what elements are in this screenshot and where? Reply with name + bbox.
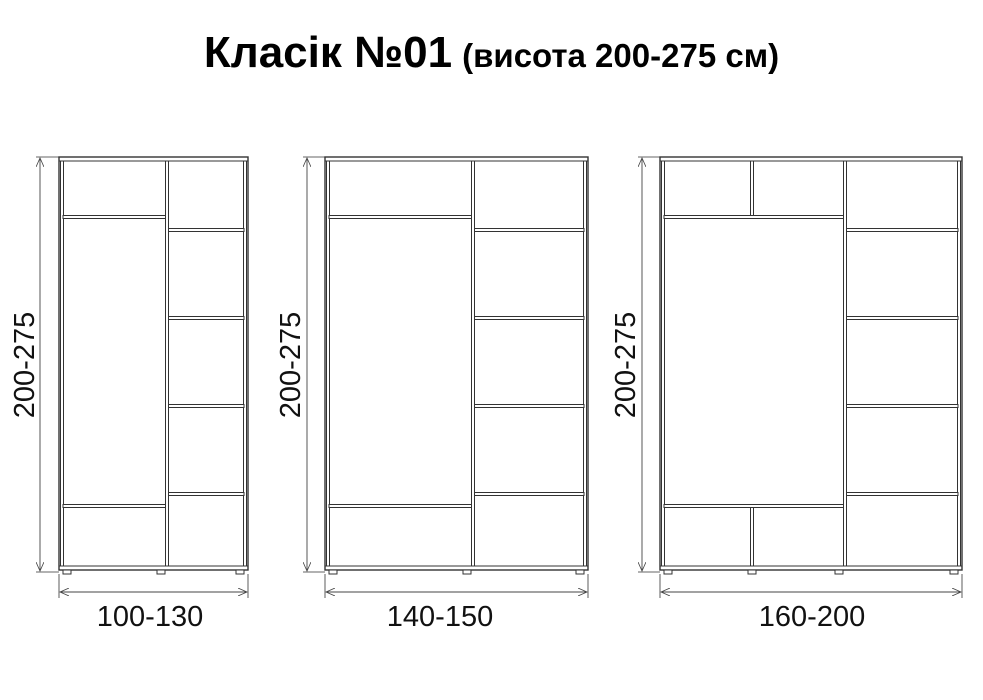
wardrobe-1-right-shelf [168,316,245,320]
wardrobe-3-bottom-subdivider [750,507,754,567]
wardrobe-1-right-shelf [168,228,245,232]
wardrobe-1-divider [165,160,169,567]
wardrobe-1-foot [235,569,245,575]
wardrobe-2-left-shelf [328,504,472,508]
width-label-2: 140-150 [387,601,493,633]
wardrobe-1-foot [62,569,72,575]
wardrobe-1-right-side [243,160,247,567]
wardrobe-3-foot [834,569,844,575]
height-label-2: 200-275 [275,312,307,418]
wardrobe-2-foot [575,569,585,575]
wardrobe-3-right-shelf [846,404,959,408]
wardrobe-3-divider [843,160,847,567]
wardrobe-2-divider [471,160,475,567]
height-label-1: 200-275 [9,312,41,418]
wardrobe-3-frame [659,156,963,571]
wardrobe-3-right-shelf [846,316,959,320]
wardrobe-2-right-shelf [474,492,585,496]
diagram-title: Класік №01 (висота 200-275 см) [0,28,983,78]
wardrobe-2-right-shelf [474,228,585,232]
wardrobe-2-left-shelf [328,215,472,219]
title-main: Класік №01 [203,28,453,77]
wardrobe-1-left-shelf [62,215,166,219]
wardrobe-3-right-side [957,160,961,567]
width-label-3: 160-200 [759,601,865,633]
wardrobe-2-frame [324,156,589,571]
wardrobe-3-right-shelf [846,492,959,496]
wardrobe-3-right-shelf [846,228,959,232]
wardrobe-2-right-shelf [474,316,585,320]
wardrobe-2-foot [462,569,472,575]
wardrobe-1-foot [156,569,166,575]
width-label-1: 100-130 [97,601,203,633]
wardrobe-1-right-shelf [168,404,245,408]
wardrobe-3-foot [747,569,757,575]
wardrobe-3-foot [949,569,959,575]
wardrobe-2-right-shelf [474,404,585,408]
height-label-3: 200-275 [610,312,642,418]
title-subtitle: (висота 200-275 см) [462,37,780,74]
wardrobe-1-left-shelf [62,504,166,508]
wardrobe-1-frame [58,156,249,571]
wardrobe-3-foot [663,569,673,575]
wardrobe-3-top-subdivider [750,160,754,216]
wardrobe-1-right-shelf [168,492,245,496]
wardrobe-2-foot [328,569,338,575]
wardrobe-2-right-side [583,160,587,567]
